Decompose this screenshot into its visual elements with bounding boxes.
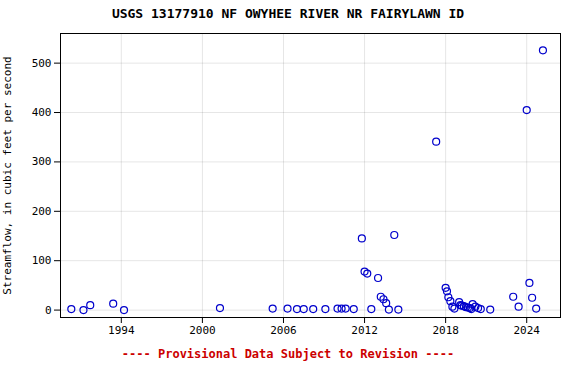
svg-text:500: 500	[32, 57, 52, 70]
svg-text:2000: 2000	[189, 324, 216, 337]
svg-text:1994: 1994	[108, 324, 135, 337]
svg-text:100: 100	[32, 254, 52, 267]
svg-text:400: 400	[32, 106, 52, 119]
svg-text:0: 0	[45, 304, 52, 317]
svg-text:2024: 2024	[513, 324, 540, 337]
html-text:USGS 13177910 NF OWYHEE RIVER: USGS 13177910 NF OWYHEE RIVER NR FAIRYLA…	[111, 6, 465, 21]
svg-text:300: 300	[32, 155, 52, 168]
svg-text:2006: 2006	[270, 324, 297, 337]
html-text:---- Provisional Data Subject: ---- Provisional Data Subject to Revisio…	[121, 347, 455, 361]
svg-text:200: 200	[32, 205, 52, 218]
svg-text:2012: 2012	[351, 324, 378, 337]
svg-text:2018: 2018	[432, 324, 459, 337]
svg-text:Streamflow, in cubic feet per: Streamflow, in cubic feet per second	[1, 56, 14, 294]
